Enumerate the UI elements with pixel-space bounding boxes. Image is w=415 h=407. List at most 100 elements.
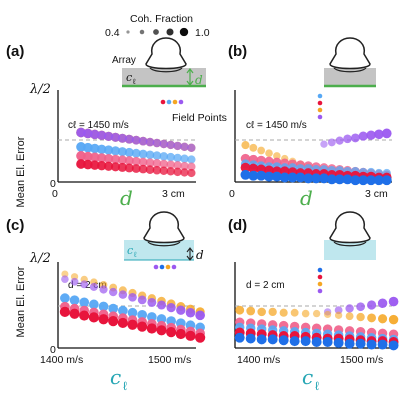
xtick-min-c: 1400 m/s [40, 354, 83, 366]
data-point [240, 162, 251, 173]
transducer-icon-b [329, 37, 371, 70]
data-point [166, 160, 175, 169]
transducer-face-icon-c [147, 241, 181, 247]
data-point [173, 141, 182, 151]
schematic-c: c ℓ d [124, 211, 204, 262]
data-point [311, 337, 322, 347]
xlabel-d-sub: ℓ [315, 379, 319, 393]
data-point [301, 309, 310, 318]
data-point [378, 314, 388, 324]
data-point [289, 336, 300, 347]
data-point [279, 308, 288, 317]
data-point [312, 309, 321, 318]
data-point [89, 282, 98, 291]
data-point [388, 340, 399, 351]
data-point [108, 303, 119, 314]
data-point [295, 172, 306, 183]
panel-letter-a: (a) [6, 43, 24, 60]
data-point [173, 167, 182, 177]
data-point [60, 293, 70, 303]
field-point-key-dot [166, 99, 172, 105]
data-point [103, 131, 114, 141]
ytick-top-bottom: λ/2 [29, 251, 51, 266]
tissue-speed-symbol: c [126, 71, 132, 84]
tissue-layer-cyan-d [324, 240, 376, 260]
data-point [110, 146, 121, 156]
data-point [166, 327, 177, 338]
data-point [267, 334, 278, 345]
data-point [273, 152, 281, 160]
data-point [166, 302, 176, 313]
transducer-face-icon-b [333, 67, 367, 73]
field-point-key-dot [317, 267, 323, 273]
data-point [69, 308, 80, 319]
ylabel-top: Mean El. Error [15, 136, 27, 207]
data-point [187, 162, 196, 171]
legend-dot [153, 29, 159, 35]
data-point [187, 155, 196, 164]
data-point [335, 136, 344, 145]
legend-dot [139, 29, 145, 35]
data-point [180, 161, 189, 171]
data-point [268, 307, 277, 317]
data-point [326, 174, 337, 185]
data-point [257, 307, 266, 317]
data-point [145, 165, 155, 174]
data-point [145, 158, 155, 167]
data-point [366, 339, 377, 350]
data-point [127, 307, 138, 318]
data-point [117, 317, 128, 329]
data-point [195, 310, 205, 321]
annotation-d: d = 2 cm [246, 280, 285, 291]
data-point [185, 330, 196, 341]
field-point-key-dot [317, 107, 323, 113]
data-point [97, 153, 107, 163]
data-point [108, 315, 119, 327]
data-point [156, 325, 167, 336]
field-point-key-dot [178, 99, 184, 105]
annotation-a: cℓ = 1450 m/s [68, 120, 129, 131]
data-point [173, 161, 182, 170]
data-point [138, 136, 148, 146]
xlabel-d: c [302, 365, 313, 389]
data-point [124, 156, 134, 166]
data-point [159, 139, 169, 149]
data-point [117, 147, 127, 157]
field-point-key-dot [160, 99, 166, 105]
data-point [138, 149, 148, 159]
data-point [98, 301, 109, 312]
data-point [367, 300, 377, 310]
data-point [147, 312, 157, 322]
data-point [137, 309, 148, 320]
data-point [246, 306, 256, 316]
data-point [61, 270, 69, 278]
data-point [159, 152, 169, 161]
data-point [69, 295, 80, 306]
field-points-key-d [317, 267, 323, 294]
data-point [90, 160, 100, 170]
data-point [99, 285, 108, 294]
data-point [358, 131, 368, 141]
data-point [271, 171, 282, 182]
data-point [109, 287, 118, 297]
data-point [327, 138, 336, 147]
scatter-c [59, 270, 206, 343]
depth-arrowheads-icon [186, 68, 194, 86]
data-point [90, 129, 100, 140]
data-point [303, 173, 314, 184]
data-point [287, 172, 298, 183]
ylabel-bottom: Mean El. Error [15, 266, 27, 337]
field-point-key-dot [171, 264, 177, 270]
data-point [79, 297, 90, 308]
legend-title: Coh. Fraction [130, 13, 193, 25]
data-point [322, 337, 333, 347]
field-points-label: Field Points [172, 112, 227, 124]
xtick-max-a: 3 cm [162, 188, 185, 200]
data-point [124, 147, 134, 157]
data-point [124, 134, 134, 144]
data-point [70, 277, 79, 286]
data-point [355, 338, 366, 349]
data-point [128, 292, 137, 302]
data-point [110, 132, 121, 142]
